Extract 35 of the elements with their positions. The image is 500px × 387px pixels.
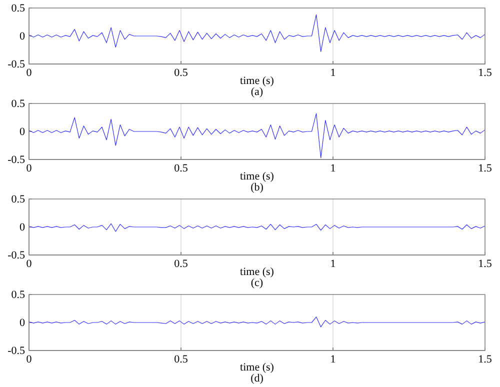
y-tick-label: 0 (20, 222, 26, 234)
x-tick-label: 0.5 (174, 66, 188, 79)
line-series (28, 223, 486, 232)
x-tick-label: 1.5 (478, 66, 492, 79)
x-axis-title: time (s) (240, 170, 274, 182)
text: (d) (250, 372, 264, 384)
x-axis-title: time (s) (240, 362, 274, 374)
text: (a) (250, 86, 264, 98)
y-tick-label: 0.5 (11, 194, 26, 206)
x-tick-label: 1.5 (478, 258, 492, 270)
x-tick-label: 1.5 (478, 162, 492, 174)
x-axis-title: time (s) (240, 75, 274, 87)
y-tick-label: 0.5 (11, 98, 26, 110)
line-series (28, 316, 486, 328)
x-tick-label: 1.5 (478, 353, 492, 366)
y-tick-label: 0 (20, 126, 26, 138)
x-tick-label: 1 (330, 66, 336, 79)
line-series (28, 14, 486, 52)
x-axis-title: time (s) (240, 266, 274, 278)
y-tick-label: -0.5 (8, 58, 26, 71)
y-tick-label: -0.5 (8, 250, 26, 262)
x-tick-label: 1 (330, 353, 336, 366)
x-tick-label: 0.5 (174, 162, 188, 174)
x-tick-label: 0.5 (174, 258, 188, 270)
x-tick-label: 1 (330, 258, 336, 270)
text: (b) (250, 182, 264, 194)
text: (c) (250, 277, 264, 289)
y-tick-label: 0 (20, 317, 26, 330)
y-tick-label: 0 (20, 30, 26, 43)
y-tick-label: -0.5 (8, 154, 26, 166)
y-tick-label: -0.5 (8, 345, 26, 358)
x-tick-label: 0.5 (174, 353, 188, 366)
y-tick-label: 0.5 (11, 2, 26, 15)
y-tick-label: 0.5 (11, 289, 26, 302)
x-tick-label: 1 (330, 162, 336, 174)
